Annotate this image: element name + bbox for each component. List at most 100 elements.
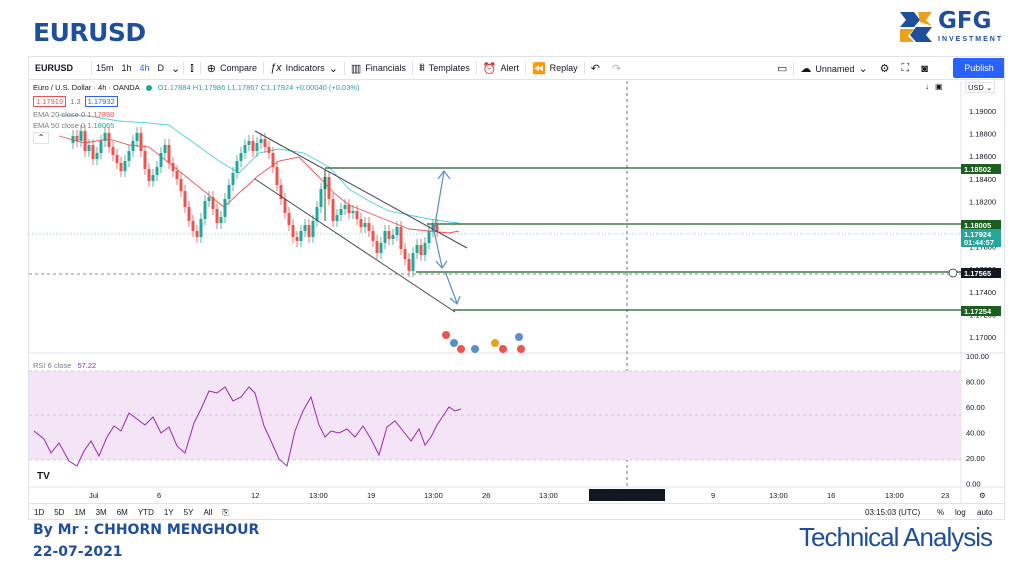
price-pane <box>29 81 961 353</box>
candle <box>255 137 259 157</box>
event-flag-icon[interactable] <box>491 339 499 347</box>
arrow-down-2-head <box>449 295 461 306</box>
interval-dropdown-chevron-icon[interactable]: ⌄ <box>171 62 181 75</box>
tradingview-logo-icon[interactable]: TV <box>37 471 50 482</box>
range-1d[interactable]: 1D <box>34 508 45 517</box>
rsi-tick-label: 100.00 <box>966 352 989 361</box>
time-tick-label: 13:00 <box>769 491 788 500</box>
templates-button[interactable]: ⩩ Templates <box>418 61 470 74</box>
spread-value: 1.3 <box>70 97 81 106</box>
percent-toggle[interactable]: % <box>937 508 945 517</box>
range-5y[interactable]: 5Y <box>183 508 194 517</box>
logo-mark-icon <box>900 12 932 42</box>
range-3m[interactable]: 3M <box>95 508 107 517</box>
bid-price-box[interactable]: 1.17919 <box>33 96 67 107</box>
redo-icon[interactable]: ↷ <box>611 62 622 75</box>
symbol-search[interactable]: EURUSD <box>35 63 74 73</box>
candle <box>227 179 231 205</box>
fullscreen-rect-icon[interactable]: ▭ <box>777 63 788 75</box>
range-ytd[interactable]: YTD <box>137 508 154 517</box>
price-tick-label: 1.17400 <box>969 288 996 297</box>
range-5d[interactable]: 5D <box>54 508 65 517</box>
event-flag-icon[interactable] <box>457 345 465 353</box>
ask-price-box[interactable]: 1.17932 <box>84 96 118 107</box>
rsi-axis[interactable]: 100.00 80.00 60.00 40.00 20.00 0.00 <box>966 352 989 489</box>
candle <box>115 149 119 169</box>
svg-text:1.17254: 1.17254 <box>964 307 992 316</box>
candle <box>183 185 187 213</box>
event-flag-icon[interactable] <box>517 345 525 353</box>
legend-symbol-title[interactable]: Euro / U.S. Dollar · 4h · OANDA <box>33 83 140 92</box>
event-flag-icon[interactable] <box>442 331 450 339</box>
candle <box>359 213 363 233</box>
candle <box>411 247 415 277</box>
candle-type-icon[interactable]: ⫾ <box>190 61 194 74</box>
arrow-up-head <box>437 170 451 180</box>
interval-4h[interactable]: 4h <box>139 63 150 73</box>
price-tick-label: 1.17000 <box>969 333 996 342</box>
cloud-icon: ☁ <box>800 63 812 75</box>
candle <box>303 219 307 237</box>
candle <box>311 215 315 243</box>
event-flag-icon[interactable] <box>450 339 458 347</box>
economic-events[interactable] <box>442 331 525 353</box>
range-1m[interactable]: 1M <box>74 508 86 517</box>
svg-text:1.18502: 1.18502 <box>964 165 991 174</box>
rsi-tick-label: 80.00 <box>966 378 985 387</box>
chart-canvas[interactable]: 1.19000 1.18800 1.18600 1.18400 1.18200 1.180… <box>29 81 1005 503</box>
channel-upper-line[interactable] <box>254 130 468 249</box>
compare-button[interactable]: ⊕ Compare <box>206 62 258 75</box>
projection-arrows[interactable] <box>433 170 461 306</box>
fullscreen-icon[interactable]: ⛶ <box>901 62 910 74</box>
interval-d[interactable]: D <box>157 63 165 73</box>
add-alert-plus-icon[interactable] <box>948 268 958 278</box>
goto-date-icon[interactable]: ⎘ <box>222 507 229 517</box>
layout-menu[interactable]: ☁ Unnamed ⌄ <box>800 63 868 75</box>
event-flag-icon[interactable] <box>471 345 479 353</box>
publish-button[interactable]: Publish <box>953 58 1004 78</box>
log-toggle[interactable]: log <box>955 508 966 517</box>
svg-text:1.18005: 1.18005 <box>964 221 991 230</box>
replay-button[interactable]: ⏪ Replay <box>531 62 578 75</box>
event-flag-icon[interactable] <box>515 333 523 341</box>
candle <box>415 239 419 259</box>
candle <box>267 141 271 159</box>
download-arrow-icon[interactable]: ↓ <box>925 82 929 91</box>
range-all[interactable]: All <box>203 508 213 517</box>
currency-selector[interactable]: USD ⌄ <box>965 82 996 93</box>
candle <box>419 239 423 261</box>
candle <box>399 221 403 255</box>
axis-settings-icon[interactable]: ⚙ <box>979 491 986 500</box>
maximize-pane-icon[interactable]: ▣ <box>935 82 943 91</box>
time-axis[interactable]: Jul61213:001913:002613:00A913:001613:002… <box>89 491 949 500</box>
candle <box>279 179 283 205</box>
interval-1h[interactable]: 1h <box>121 63 132 73</box>
range-6m[interactable]: 6M <box>116 508 128 517</box>
camera-icon[interactable]: ◙ <box>921 62 928 75</box>
candle <box>139 127 143 157</box>
candle <box>243 139 247 159</box>
indicators-button[interactable]: ƒx Indicators ⌄ <box>270 62 338 75</box>
collapse-legend-icon[interactable]: ⌃ <box>33 132 49 144</box>
logo-subtitle: INVESTMENT <box>938 36 1004 43</box>
alert-button[interactable]: ⏰ Alert <box>482 62 519 75</box>
tradingview-widget: EURUSD 15m 1h 4h D ⌄ ⫾ ⊕ Compare ƒx Indica… <box>28 56 1005 520</box>
arrow-down-2-path <box>444 270 458 304</box>
candle <box>91 139 95 165</box>
ema20-label[interactable]: EMA 20 close 0 <box>33 110 86 119</box>
undo-icon[interactable]: ↶ <box>590 62 600 75</box>
interval-15m[interactable]: 15m <box>96 63 114 73</box>
candle <box>191 215 195 237</box>
utc-clock[interactable]: 03:15:03 (UTC) <box>865 508 921 517</box>
auto-toggle[interactable]: auto <box>977 508 993 517</box>
event-flag-icon[interactable] <box>499 345 507 353</box>
rsi-legend[interactable]: RSI 6 close 57.22 <box>33 361 97 370</box>
financials-button[interactable]: ▥ Financials <box>350 62 406 75</box>
settings-gear-icon[interactable]: ⚙ <box>879 63 890 75</box>
channel-lower-line[interactable] <box>254 178 456 313</box>
candle <box>71 130 75 149</box>
bar-chart-icon: ▥ <box>350 62 362 75</box>
ema50-label[interactable]: EMA 50 close 0 <box>33 121 86 130</box>
range-1y[interactable]: 1Y <box>163 508 174 517</box>
ema50-value: 1.18065 <box>87 121 115 130</box>
